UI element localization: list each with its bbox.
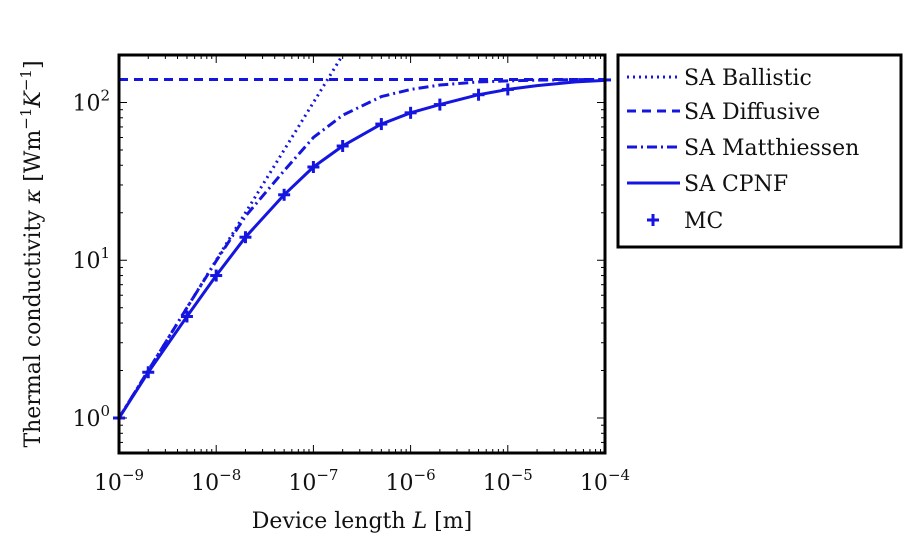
y-tick-label: 102: [72, 86, 110, 116]
mc-point: [375, 118, 388, 131]
mc-point: [336, 139, 349, 152]
mc-point: [210, 269, 223, 282]
legend-entry-mc: MC: [647, 209, 723, 234]
legend-entry-sa-cpnf: SA CPNF: [627, 172, 788, 197]
x-tick-label: 10−9: [94, 466, 144, 496]
legend-label: SA Ballistic: [684, 66, 812, 91]
x-tick-label: 10−4: [580, 466, 630, 496]
legend-entry-sa-diffusive: SA Diffusive: [627, 100, 820, 125]
series-line-sa-matthiessen: [119, 77, 605, 419]
x-tick-label: 10−5: [483, 466, 533, 496]
series-line-sa-ballistic: [119, 55, 344, 419]
x-tick-label: 10−8: [191, 466, 241, 496]
legend-entry-sa-ballistic: SA Ballistic: [627, 66, 812, 91]
series-layer: [119, 55, 605, 419]
mc-point: [239, 231, 252, 244]
mc-point: [180, 310, 193, 323]
tick-labels: 10−9 10−8 10−7 10−6 10−5 10−4 100 101 102: [72, 86, 630, 496]
mc-point: [472, 88, 485, 101]
x-tick-label: 10−7: [288, 466, 338, 496]
plot-frame: [117, 53, 607, 455]
legend-label: SA CPNF: [684, 172, 788, 197]
mc-point: [278, 188, 291, 201]
legend-label: MC: [684, 209, 723, 234]
mc-point: [501, 83, 514, 96]
mc-point: [404, 106, 417, 119]
x-tick-label: 10−6: [386, 466, 436, 496]
legend-marker: [647, 214, 659, 226]
legend-entry-sa-matthiessen: SA Matthiessen: [627, 136, 859, 161]
series-line-sa-cpnf: [119, 78, 605, 419]
mc-point: [142, 366, 155, 379]
marker-layer: [113, 73, 611, 425]
axis-ticks: [118, 54, 605, 454]
x-axis-label: Device length L [m]: [252, 509, 472, 534]
y-tick-label: 100: [72, 402, 110, 432]
legend-frame: [616, 53, 903, 249]
legend-label: SA Matthiessen: [684, 136, 859, 161]
mc-point: [433, 98, 446, 111]
legend: SA Ballistic SA Diffusive SA Matthiessen SA…: [616, 53, 903, 249]
mc-point: [307, 161, 320, 174]
y-axis-label: Thermal conductivity κ [Wm−1K−1]: [17, 60, 46, 447]
y-tick-label: 101: [72, 244, 110, 274]
legend-label: SA Diffusive: [684, 100, 820, 125]
